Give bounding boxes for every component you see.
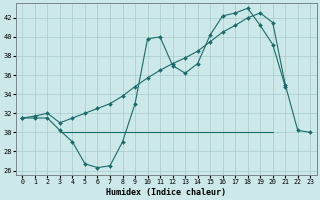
- X-axis label: Humidex (Indice chaleur): Humidex (Indice chaleur): [106, 188, 226, 197]
